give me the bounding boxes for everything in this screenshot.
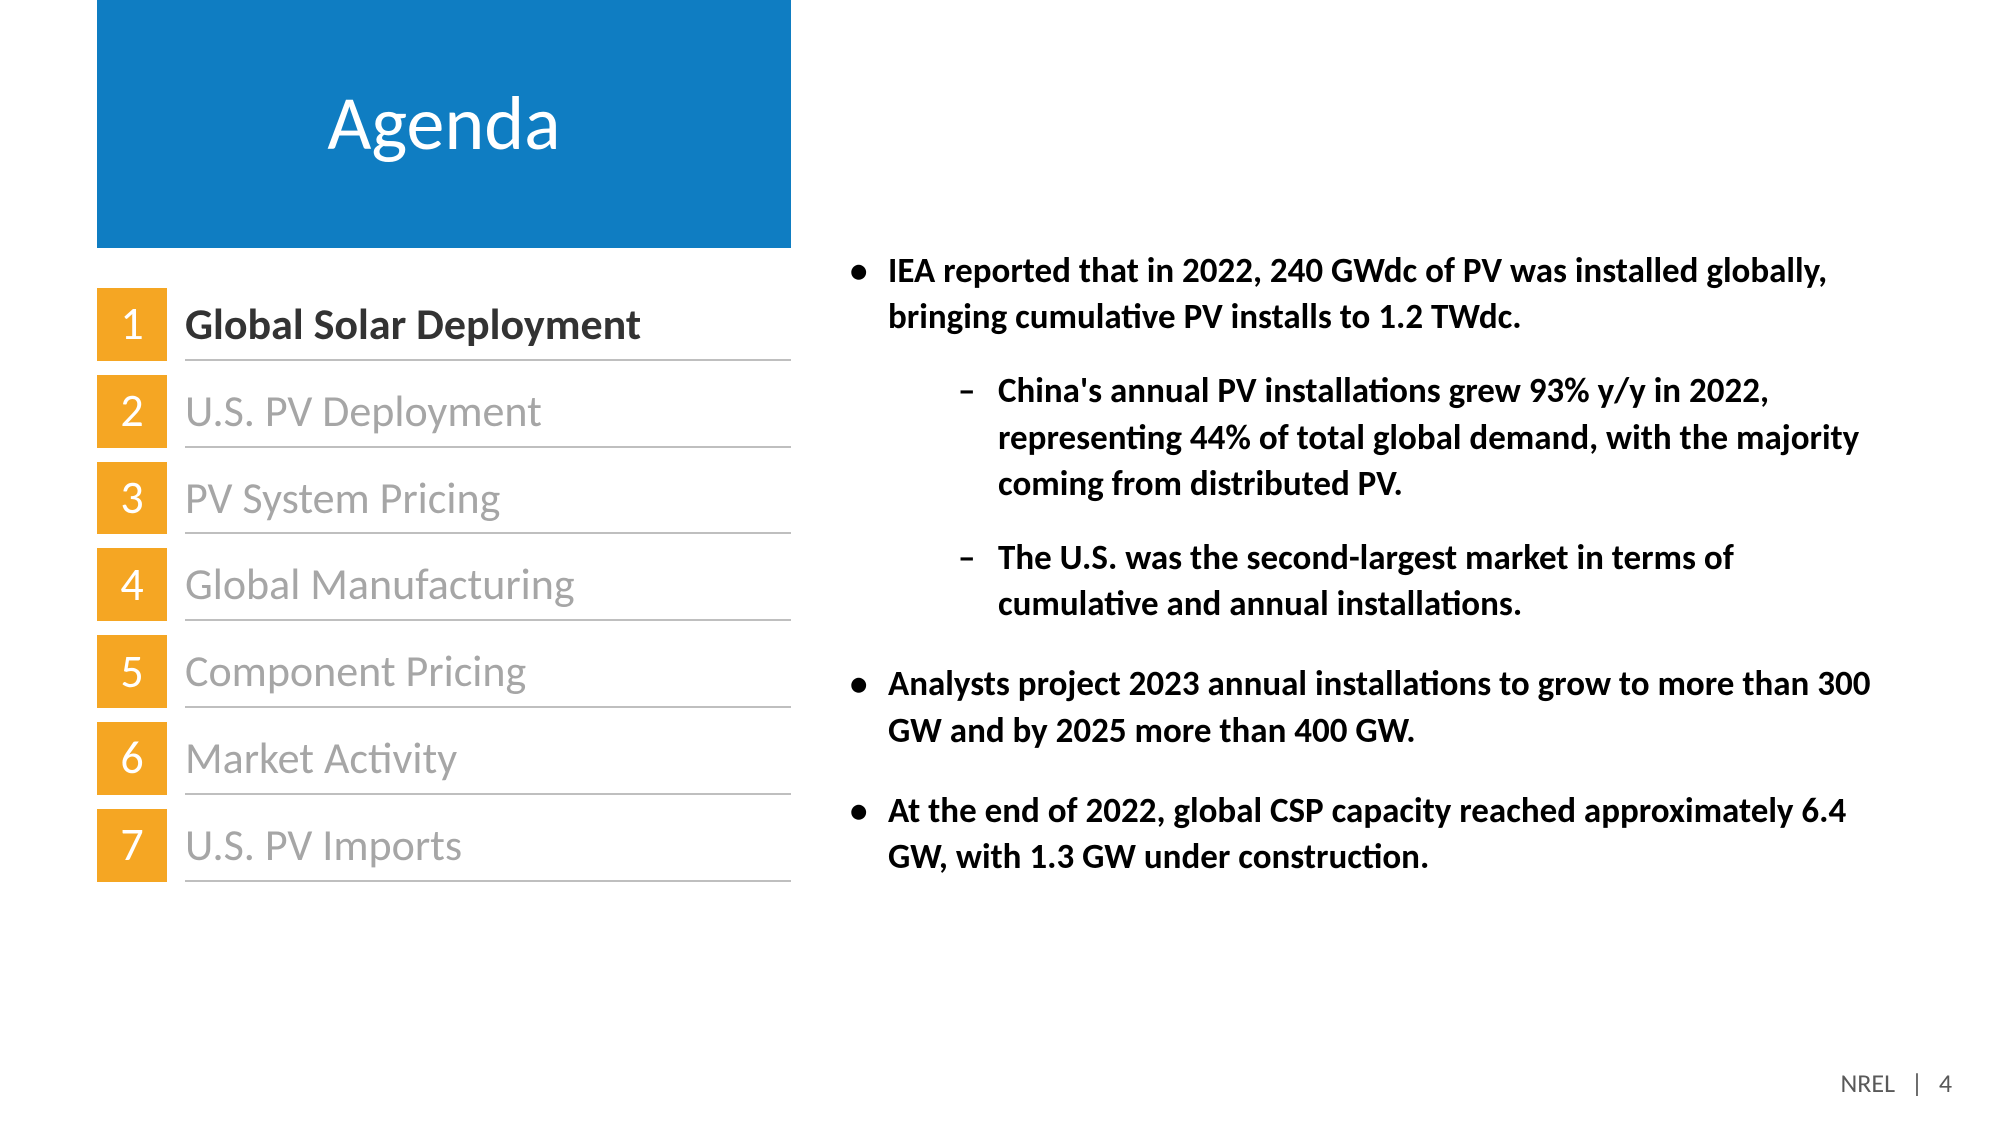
agenda-item-4: 4Global Manufacturing	[97, 548, 791, 621]
agenda-item-1: 1Global Solar Deployment	[97, 288, 791, 361]
agenda-number: 6	[97, 722, 167, 795]
bullet-level1: At the end of 2022, global CSP capacity …	[840, 788, 1900, 880]
agenda-item-5: 5Component Pricing	[97, 635, 791, 708]
agenda-number: 7	[97, 809, 167, 882]
bullet-text: Analysts project 2023 annual installatio…	[888, 663, 1870, 751]
agenda-number: 4	[97, 548, 167, 621]
agenda-item-3: 3PV System Pricing	[97, 462, 791, 535]
agenda-number: 2	[97, 375, 167, 448]
footer-separator: |	[1911, 1067, 1923, 1099]
agenda-item-7: 7U.S. PV Imports	[97, 809, 791, 882]
agenda-label: Global Manufacturing	[185, 548, 791, 621]
bullet-level1: IEA reported that in 2022, 240 GWdc of P…	[840, 248, 1900, 627]
agenda-number: 5	[97, 635, 167, 708]
slide-title: Agenda	[327, 78, 560, 170]
agenda-number: 1	[97, 288, 167, 361]
agenda-label: Global Solar Deployment	[185, 288, 791, 361]
bullet-text: At the end of 2022, global CSP capacity …	[888, 790, 1846, 878]
agenda-label: U.S. PV Imports	[185, 809, 791, 882]
footer-org: NREL	[1841, 1067, 1896, 1099]
agenda-label: Market Activity	[185, 722, 791, 795]
footer: NREL | 4	[1841, 1067, 1952, 1099]
bullet-level1: Analysts project 2023 annual installatio…	[840, 661, 1900, 753]
agenda-item-6: 6Market Activity	[97, 722, 791, 795]
bullet-level2: China's annual PV installations grew 93%…	[888, 368, 1900, 507]
bullet-level2: The U.S. was the second-largest market i…	[888, 535, 1900, 627]
agenda-label: Component Pricing	[185, 635, 791, 708]
agenda-number: 3	[97, 462, 167, 535]
title-block: Agenda	[97, 0, 791, 248]
agenda-label: PV System Pricing	[185, 462, 791, 535]
content-bullets: IEA reported that in 2022, 240 GWdc of P…	[840, 248, 1900, 914]
agenda-item-2: 2U.S. PV Deployment	[97, 375, 791, 448]
footer-page: 4	[1939, 1067, 1952, 1099]
agenda-label: U.S. PV Deployment	[185, 375, 791, 448]
bullet-text: IEA reported that in 2022, 240 GWdc of P…	[888, 250, 1827, 338]
agenda-list: 1Global Solar Deployment2U.S. PV Deploym…	[97, 288, 791, 896]
